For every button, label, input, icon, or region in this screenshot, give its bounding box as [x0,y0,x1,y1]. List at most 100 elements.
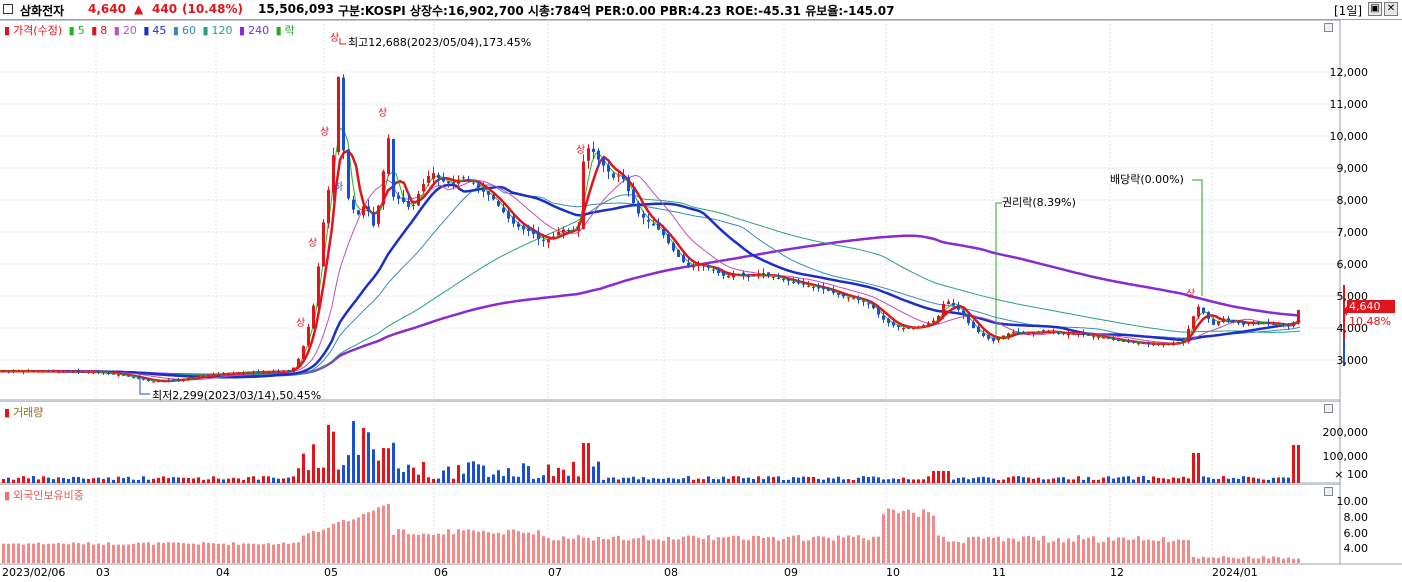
candle-body [897,325,900,328]
legend-ma5-marker: ▮ [68,24,75,37]
legend-ma20[interactable]: 20 [122,24,137,37]
volume-bar [697,478,700,483]
foreign-bar [1072,541,1075,563]
legend-ma45[interactable]: 45 [152,24,167,37]
candle-body [412,205,415,207]
candle-body [1187,328,1190,342]
volume-bar [207,479,210,483]
volume-bar [552,476,555,483]
candle-body [787,278,790,281]
foreign-bar [802,540,805,563]
volume-bar [197,477,200,483]
candle-body [847,297,850,299]
foreign-bar [387,503,390,563]
candle-body [142,378,145,380]
foreign-bar [917,516,920,563]
foreign-bar [117,544,120,563]
foreign-panel[interactable] [0,484,1340,564]
ma240-line [0,234,1301,376]
foreign-bar [1152,540,1155,563]
volume-bar [942,471,945,483]
candle-body [637,202,640,214]
volume-panel[interactable] [0,401,1340,483]
legend-price[interactable]: 가격(수정) [13,24,63,37]
candle-body [1157,344,1160,345]
candle-body [462,177,465,179]
foreign-bar [1132,539,1135,563]
candle-body [367,206,370,212]
period-button[interactable]: [1일] [1334,4,1363,18]
volume-bar [1047,479,1050,483]
candle-body [342,77,345,151]
candle-body [127,375,130,377]
candle-body [217,374,220,376]
candle-body [317,266,320,307]
volume-bar [492,474,495,483]
candle-body [252,372,255,374]
volume-bar [677,479,680,483]
foreign-bar [642,535,645,563]
legend-ma240[interactable]: 240 [248,24,270,37]
maximize-button[interactable]: ▣ [1368,2,1382,16]
foreign-bar [147,542,150,563]
foreign-legend-label[interactable]: 외국인보유비중 [13,489,84,502]
foreign-bar [647,540,650,563]
candle-body [57,371,60,373]
foreign-bar [1202,556,1205,563]
volume-bar [427,477,430,483]
legend-ma5[interactable]: 5 [77,24,85,37]
foreign-bar [112,544,115,563]
close-button[interactable]: ✕ [1384,2,1398,16]
foreign-bar [572,538,575,563]
foreign-bar [1062,542,1065,563]
volume-panel-menu-button[interactable] [1324,404,1333,413]
candle-body [332,155,335,193]
candle-body [237,372,240,374]
foreign-bar [1212,557,1215,563]
legend-ma60[interactable]: 60 [181,24,196,37]
volume-bar [1197,453,1200,483]
foreign-bar [1182,540,1185,563]
volume-bar [1017,476,1020,483]
select-checkbox[interactable] [3,4,13,14]
foreign-bar [1207,557,1210,563]
volume-bar [702,479,705,483]
foreign-bar [77,543,80,563]
foreign-bar [752,535,755,563]
candle-body [532,229,535,234]
legend-ma45-marker: ▮ [143,24,150,37]
volume-legend-label[interactable]: 거래량 [13,406,44,419]
candle-body [762,272,765,275]
legend-drop[interactable]: 락 [284,24,295,37]
candle-body [517,223,520,227]
foreign-bar [1172,541,1175,563]
volume-bar [1142,476,1145,483]
foreign-y-tick: 10.00 [1336,495,1369,508]
legend-ma120[interactable]: 120 [211,24,233,37]
volume-bar [307,470,310,483]
foreign-bar [732,535,735,563]
foreign-panel-menu-button[interactable] [1324,487,1333,496]
candle-body [1147,342,1150,344]
foreign-bar [32,543,35,563]
foreign-bar [672,539,675,563]
volume-bar [512,476,515,483]
volume-bar [62,478,65,483]
foreign-bar [27,543,30,563]
foreign-bar [1167,542,1170,563]
legend-ma8[interactable]: 8 [100,24,108,37]
foreign-bar [617,535,620,563]
foreign-bar [1252,558,1255,563]
volume-bar [287,477,290,483]
price-panel-menu-button[interactable] [1324,23,1333,32]
foreign-bar [82,544,85,563]
volume-bar [1172,477,1175,483]
volume-bar [752,478,755,483]
foreign-bar [1247,556,1250,563]
stock-name[interactable]: 삼화전자 [20,4,65,18]
candle-body [1197,306,1200,317]
price-panel[interactable] [0,20,1340,400]
candle-body [1167,344,1170,345]
volume-bar [992,478,995,483]
